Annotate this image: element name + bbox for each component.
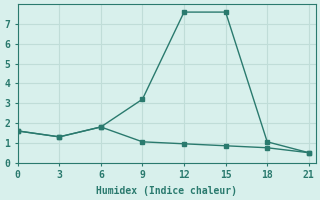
X-axis label: Humidex (Indice chaleur): Humidex (Indice chaleur) [96, 186, 237, 196]
